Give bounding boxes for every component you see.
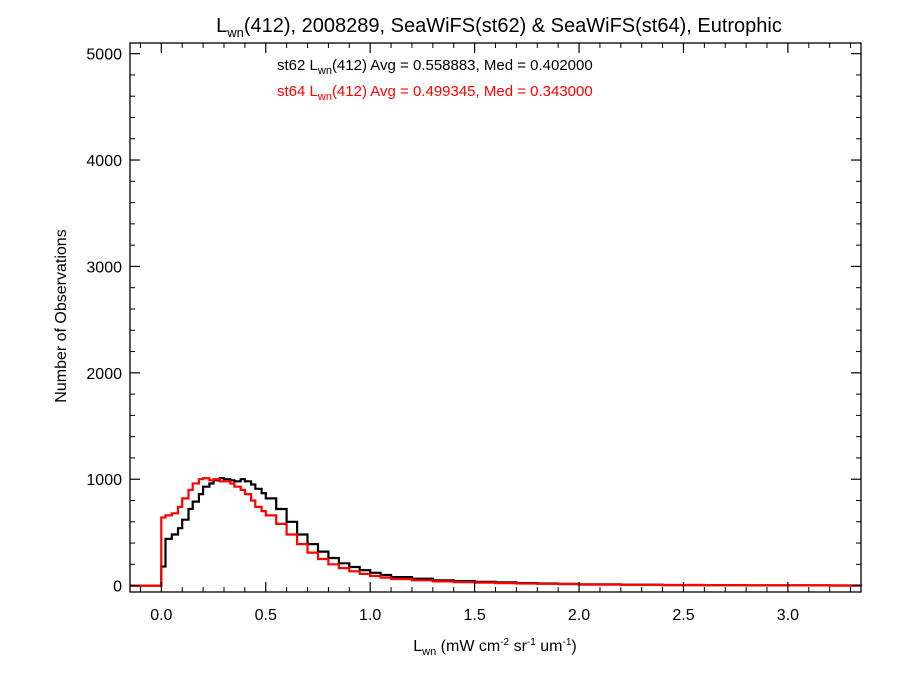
series-layer xyxy=(130,477,863,587)
y-tick-label: 5000 xyxy=(86,47,122,64)
x-tick-label: 0.0 xyxy=(150,607,172,624)
y-tick-label: 3000 xyxy=(86,259,122,276)
series-line-st62 xyxy=(130,477,863,587)
y-tick-label: 2000 xyxy=(86,366,122,383)
axes-layer: 0 1000 2000 3000 4000 5000 0.0 0.5 1.0 1.5 2.0 2.5 3… xyxy=(86,42,862,624)
x-tick-label: 2.5 xyxy=(672,607,694,624)
y-tick-label: 4000 xyxy=(86,153,122,170)
y-tick-label: 1000 xyxy=(86,472,122,489)
chart-title: Lwn(412), 2008289, SeaWiFS(st62) & SeaWi… xyxy=(216,15,782,40)
series-line-st64 xyxy=(130,477,863,587)
x-tick-label: 2.0 xyxy=(568,607,590,624)
x-tick-label: 3.0 xyxy=(777,607,799,624)
y-axis-label: Number of Observations xyxy=(53,229,70,402)
x-axis-label: Lwn (mW cm-2 sr-1 um-1) xyxy=(413,637,576,658)
legend-entry-st62: st62 Lwn(412) Avg = 0.558883, Med = 0.40… xyxy=(277,57,593,77)
x-tick-label: 1.0 xyxy=(359,607,381,624)
y-tick-label: 0 xyxy=(113,579,122,596)
x-tick-label: 1.5 xyxy=(463,607,485,624)
plot-frame xyxy=(129,42,862,593)
legend-entry-st64: st64 Lwn(412) Avg = 0.499345, Med = 0.34… xyxy=(277,83,593,103)
x-tick-label: 0.5 xyxy=(255,607,277,624)
